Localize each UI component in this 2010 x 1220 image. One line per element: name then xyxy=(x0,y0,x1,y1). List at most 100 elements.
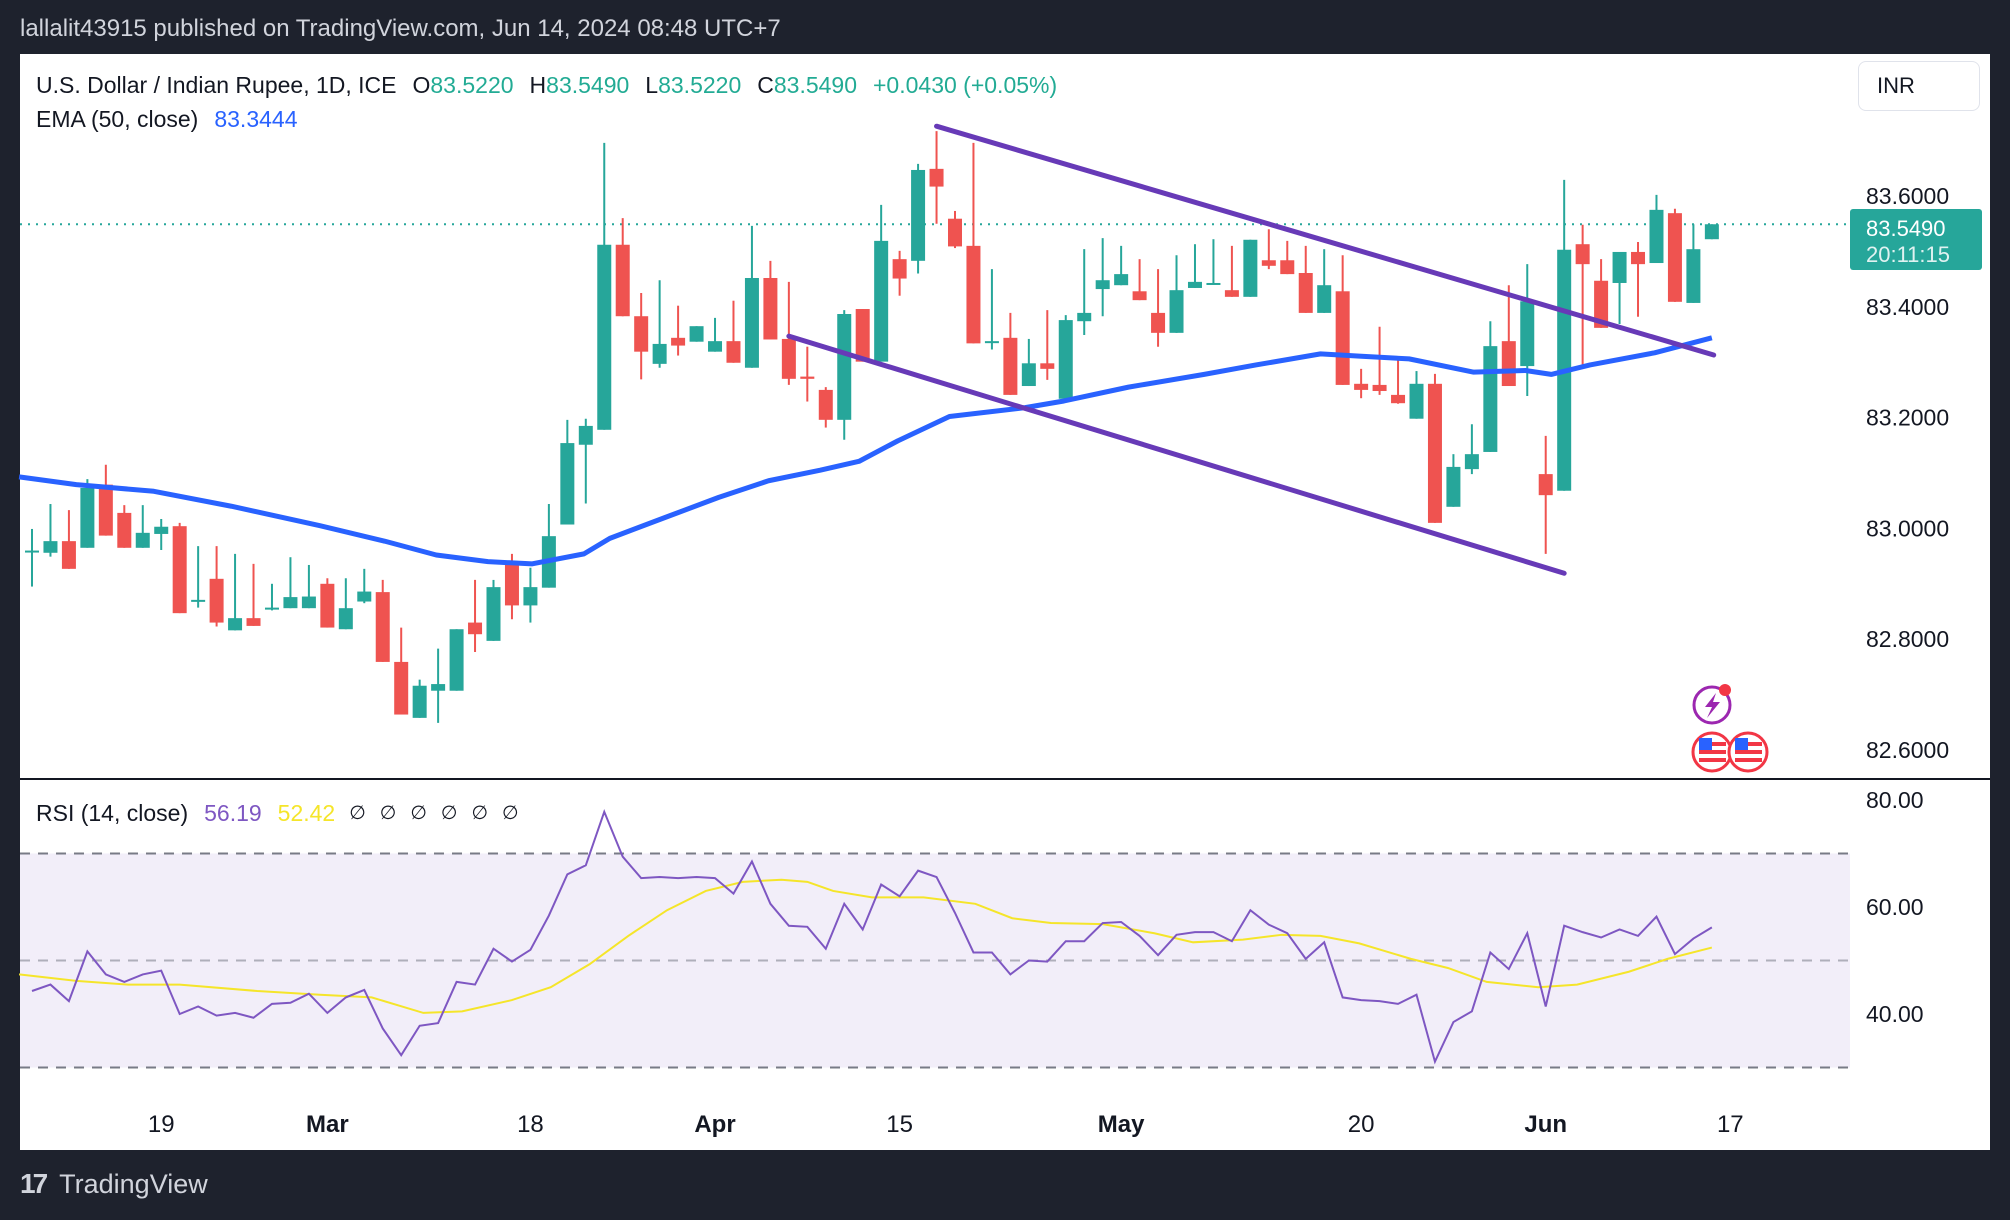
candle-down xyxy=(61,510,76,569)
tradingview-logo[interactable]: 17 TradingView xyxy=(20,1168,208,1200)
symbol-legend[interactable]: U.S. Dollar / Indian Rupee, 1D, ICE O 83.… xyxy=(36,72,1057,99)
time-axis-label: Jun xyxy=(1524,1111,1567,1138)
candle-down xyxy=(1575,224,1590,368)
candle-down xyxy=(1003,312,1018,395)
close-label: C xyxy=(757,72,774,98)
candle-up xyxy=(283,557,298,609)
price-axis-label: 83.4000 xyxy=(1866,294,1949,320)
candle-body xyxy=(1280,260,1295,275)
candle-body xyxy=(1003,337,1018,395)
candle-up xyxy=(523,567,538,623)
na-value: ∅ xyxy=(410,803,427,824)
candle-body xyxy=(911,169,926,261)
lightning-event-icon[interactable] xyxy=(1692,684,1732,725)
ema-50-line xyxy=(18,335,1713,567)
candle-body xyxy=(98,484,113,536)
candle-body xyxy=(394,661,409,715)
candle-down xyxy=(1040,310,1055,380)
candle-body xyxy=(1612,251,1627,283)
candle-down xyxy=(892,250,907,296)
candle-down xyxy=(246,563,261,626)
currency-button[interactable]: INR xyxy=(1858,61,1980,111)
candle-up xyxy=(25,528,39,587)
candle-body xyxy=(1594,280,1609,328)
candles xyxy=(25,131,1719,723)
candle-up xyxy=(154,518,169,551)
candle-down xyxy=(320,578,335,628)
candle-body xyxy=(1391,394,1406,404)
candle-body xyxy=(504,562,519,606)
candle-body xyxy=(1704,224,1719,240)
candle-body xyxy=(671,337,686,346)
last-price-value: 83.5490 xyxy=(1866,216,1946,241)
candle-body xyxy=(1040,363,1055,369)
candle-up xyxy=(1058,315,1073,399)
time-axis-label: Apr xyxy=(694,1111,735,1138)
candle-body xyxy=(375,592,390,662)
candle-up xyxy=(1446,454,1461,507)
candle-body xyxy=(523,587,538,606)
candle-body xyxy=(1409,383,1424,419)
candle-up xyxy=(1317,249,1332,313)
candle-body xyxy=(615,244,630,317)
candle-body xyxy=(966,245,981,344)
ema-legend[interactable]: EMA (50, close) 83.3444 xyxy=(36,106,297,133)
rsi-value: 56.19 xyxy=(204,800,262,826)
time-axis-label: Mar xyxy=(306,1111,349,1138)
candle-body xyxy=(301,596,316,609)
candle-body xyxy=(1631,251,1646,265)
candle-down xyxy=(1631,241,1646,317)
candle-down xyxy=(1132,259,1147,301)
candle-body xyxy=(818,389,833,420)
rsi-axis-label: 80.00 xyxy=(1866,787,1924,813)
candle-up xyxy=(1095,238,1110,317)
candle-up xyxy=(1114,245,1129,286)
us-flag-icon[interactable] xyxy=(1727,731,1769,773)
candle-down xyxy=(117,505,132,548)
candle-up xyxy=(264,583,279,611)
candle-body xyxy=(228,618,243,631)
na-value: ∅ xyxy=(471,803,489,824)
candle-body xyxy=(246,618,261,626)
candle-body xyxy=(431,684,446,691)
candle-body xyxy=(1501,341,1516,387)
open-value: 83.5220 xyxy=(430,72,514,98)
price-axis-label: 83.6000 xyxy=(1866,183,1949,209)
candle-body xyxy=(1095,280,1110,290)
candle-down xyxy=(1538,435,1553,554)
ema-label: EMA (50, close) xyxy=(36,106,199,132)
candle-down xyxy=(172,522,187,614)
candle-body xyxy=(948,218,962,247)
us-flag-icon[interactable] xyxy=(1691,731,1733,773)
candle-body xyxy=(80,487,95,548)
candle-body xyxy=(763,277,778,340)
candle-up xyxy=(1686,224,1701,303)
lower-channel-line[interactable] xyxy=(786,333,1567,576)
candle-body xyxy=(1667,213,1682,302)
candle-body xyxy=(1187,281,1202,288)
rsi-legend[interactable]: RSI (14, close) 56.19 52.42 ∅ ∅ ∅ ∅ ∅ ∅ xyxy=(36,800,519,827)
candle-up xyxy=(560,419,575,525)
candle-down xyxy=(1335,255,1350,385)
candle-body xyxy=(1132,291,1147,301)
candle-up xyxy=(486,579,501,641)
overlays xyxy=(18,123,1717,1065)
candle-up xyxy=(1243,239,1258,297)
candle-body xyxy=(1151,312,1166,333)
candle-up xyxy=(1409,371,1424,419)
candle-body xyxy=(1224,290,1239,297)
candle-body xyxy=(1538,474,1553,496)
candle-body xyxy=(209,578,224,623)
candle-up xyxy=(597,142,612,430)
candle-down xyxy=(1427,373,1442,523)
upper-channel-line[interactable] xyxy=(934,123,1717,358)
na-value: ∅ xyxy=(440,803,458,824)
candle-body xyxy=(874,240,889,362)
candle-body xyxy=(855,309,870,362)
last-price-label: 83.5490 20:11:15 xyxy=(1850,209,1982,270)
brand-name: TradingView xyxy=(59,1168,208,1199)
time-axis-label: 15 xyxy=(886,1111,913,1138)
high-value: 83.5490 xyxy=(546,72,630,98)
time-axis-label: 19 xyxy=(148,1111,175,1138)
